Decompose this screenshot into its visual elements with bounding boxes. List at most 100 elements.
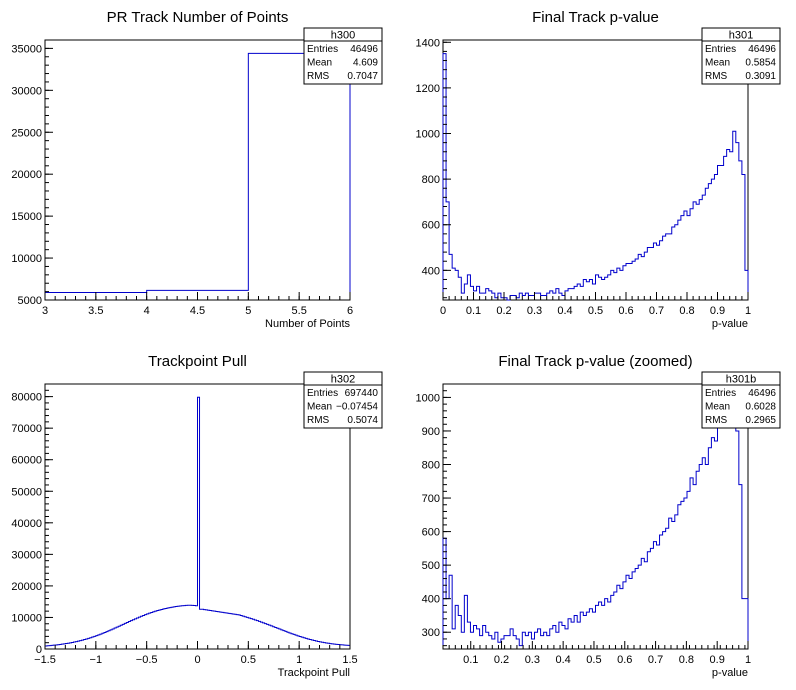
stats-box-frame xyxy=(303,27,383,85)
y-tick-label: 20000 xyxy=(11,581,42,593)
x-tick-label: 0.5 xyxy=(586,654,601,666)
stats-box-name: h301b xyxy=(726,374,757,386)
x-tick-label: 0.6 xyxy=(617,654,632,666)
y-tick-label: 600 xyxy=(422,527,440,539)
x-axis-label: p-value xyxy=(712,318,748,330)
x-tick-label: 0.8 xyxy=(679,305,694,317)
panel-pr-track-number-of-points: PR Track Number of Points 3 3.5 4 4.5 5 5.5 6 50… xyxy=(11,9,383,330)
x-tick-label: 0.5 xyxy=(588,305,603,317)
x-tick-label: 1 xyxy=(296,654,302,666)
stats-box: h300 Entries 46496 Mean 4.609 RMS 0.7047 xyxy=(303,27,383,85)
stats-row-value: 0.5854 xyxy=(745,58,776,69)
x-tick-label: 0.9 xyxy=(710,654,725,666)
x-tick-label: 4.5 xyxy=(190,305,205,317)
x-tick-label: 0.3 xyxy=(525,654,540,666)
y-tick-label: 70000 xyxy=(11,423,42,435)
panel-final-track-p-value-zoomed: Final Track p-value (zoomed) 0.1 0.2 0.3 0.4… xyxy=(416,353,781,679)
panel-final-track-p-value: Final Track p-value 0 0.1 0.2 0.3 0.4 0.5 0.6 0.… xyxy=(416,9,781,330)
x-tick-label: −1.5 xyxy=(34,654,56,666)
panel-trackpoint-pull: Trackpoint Pull −1.5 −1 −0.5 0 0.5 1 1.5 0 10000 2… xyxy=(11,353,383,679)
y-tick-label: 20000 xyxy=(11,169,42,181)
stats-row-label: Entries xyxy=(705,388,736,399)
stats-box-frame xyxy=(303,371,383,429)
y-tick-label: 300 xyxy=(422,627,440,639)
stats-row-value: 46496 xyxy=(748,388,776,399)
y-tick-label: 600 xyxy=(422,220,440,232)
stats-box: h301b Entries 46496 Mean 0.6028 RMS 0.2965 xyxy=(701,371,781,429)
stats-row-value: 0.2965 xyxy=(745,415,776,426)
x-tick-label: 0.5 xyxy=(241,654,256,666)
x-tick-label: 0.1 xyxy=(466,305,481,317)
stats-row-label: Mean xyxy=(705,402,730,413)
stats-row-label: Mean xyxy=(705,58,730,69)
stats-row-label: Mean xyxy=(307,402,332,413)
y-tick-label: 1200 xyxy=(416,83,440,95)
y-tick-label: 1000 xyxy=(416,129,440,141)
stats-box-name: h300 xyxy=(331,30,355,42)
stats-box: h302 Entries 697440 Mean −0.07454 RMS 0.5074 xyxy=(303,371,383,429)
y-tick-label: 1400 xyxy=(416,37,440,49)
stats-box: h301 Entries 46496 Mean 0.5854 RMS 0.3091 xyxy=(701,27,781,85)
x-tick-label: 0 xyxy=(194,654,200,666)
y-tick-label: 5000 xyxy=(18,295,42,307)
x-tick-label: −0.5 xyxy=(136,654,158,666)
histogram-line xyxy=(44,52,351,300)
stats-row-label: RMS xyxy=(705,71,728,82)
y-tick-label: 35000 xyxy=(11,43,42,55)
x-tick-label: 0.6 xyxy=(618,305,633,317)
x-tick-label: −1 xyxy=(90,654,103,666)
x-tick-label: 0.4 xyxy=(557,305,572,317)
x-tick-label: 0.4 xyxy=(556,654,571,666)
stats-row-value: 0.6028 xyxy=(745,402,776,413)
y-tick-label: 30000 xyxy=(11,549,42,561)
chart-title: Final Track p-value (zoomed) xyxy=(498,353,692,370)
stats-row-value: 46496 xyxy=(350,44,378,55)
stats-row-label: RMS xyxy=(307,415,330,426)
stats-box-frame xyxy=(701,371,781,429)
histogram-line xyxy=(44,396,351,649)
x-tick-label: 3.5 xyxy=(88,305,103,317)
y-tick-label: 10000 xyxy=(11,253,42,265)
y-tick-label: 80000 xyxy=(11,392,42,404)
x-tick-label: 6 xyxy=(347,305,353,317)
x-tick-label: 5 xyxy=(245,305,251,317)
stats-row-label: Entries xyxy=(705,44,736,55)
stats-row-value: −0.07454 xyxy=(336,402,378,413)
stats-row-value: 0.5074 xyxy=(347,415,378,426)
x-tick-label: 0.3 xyxy=(527,305,542,317)
plot-frame xyxy=(442,383,749,650)
x-tick-label: 0.7 xyxy=(648,654,663,666)
y-tick-label: 800 xyxy=(422,460,440,472)
y-tick-label: 800 xyxy=(422,174,440,186)
y-tick-label: 900 xyxy=(422,426,440,438)
y-tick-label: 50000 xyxy=(11,486,42,498)
y-tick-label: 15000 xyxy=(11,211,42,223)
stats-row-label: RMS xyxy=(705,415,728,426)
x-tick-label: 3 xyxy=(42,305,48,317)
stats-row-label: RMS xyxy=(307,71,330,82)
stats-row-label: Entries xyxy=(307,44,338,55)
stats-row-label: Mean xyxy=(307,58,332,69)
y-tick-label: 700 xyxy=(422,493,440,505)
y-tick-label: 0 xyxy=(36,644,42,656)
x-tick-label: 1.5 xyxy=(342,654,357,666)
y-tick-label: 40000 xyxy=(11,518,42,530)
x-tick-label: 1 xyxy=(745,654,751,666)
x-tick-label: 5.5 xyxy=(292,305,307,317)
x-tick-label: 0.7 xyxy=(649,305,664,317)
x-axis-label: Trackpoint Pull xyxy=(278,667,350,679)
stats-box-name: h301 xyxy=(729,30,753,42)
stats-row-value: 46496 xyxy=(748,44,776,55)
stats-row-label: Entries xyxy=(307,388,338,399)
stats-box-name: h302 xyxy=(331,374,355,386)
x-tick-label: 1 xyxy=(745,305,751,317)
y-tick-label: 400 xyxy=(422,265,440,277)
stats-row-value: 0.7047 xyxy=(347,71,378,82)
chart-title: Trackpoint Pull xyxy=(148,353,247,370)
stats-box-frame xyxy=(701,27,781,85)
stats-row-value: 0.3091 xyxy=(745,71,776,82)
chart-title: Final Track p-value xyxy=(532,9,659,26)
histogram-line xyxy=(442,53,749,301)
y-tick-label: 1000 xyxy=(416,392,440,404)
